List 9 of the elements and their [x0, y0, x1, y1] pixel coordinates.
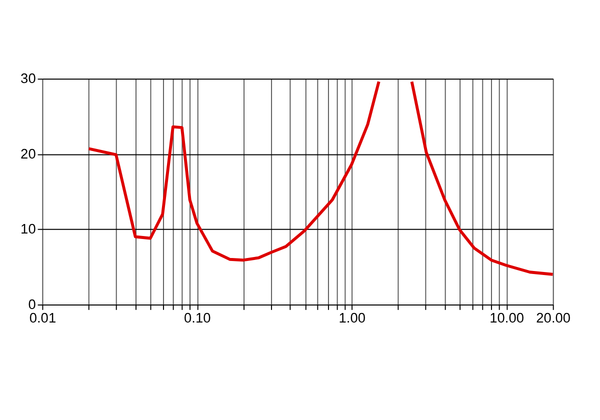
x-tick-label: 20.00: [536, 310, 571, 326]
x-tick-label: 0.01: [29, 310, 56, 326]
y-tick-label: 10: [20, 222, 36, 237]
y-tick-label: 0: [28, 296, 36, 312]
x-tick-label: 10.00: [490, 310, 524, 326]
x-tick-label: 0.10: [184, 310, 212, 326]
y-tick-label: 20: [20, 146, 36, 162]
x-tick-label: 1.00: [338, 310, 366, 326]
y-tick-label: 30: [20, 71, 36, 86]
